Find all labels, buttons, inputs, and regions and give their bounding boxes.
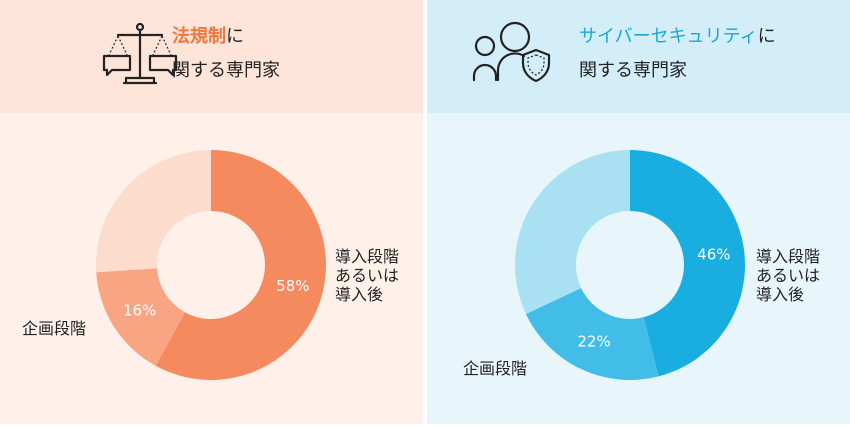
label-post-introduction: 導入段階 あるいは 導入後 (335, 247, 399, 304)
data-label-1: 46% (697, 245, 730, 263)
panel-legal-header: 法規制に 関する専門家 (0, 0, 423, 113)
label-post-line-2: あるいは (335, 266, 400, 285)
donut-chart-cyber: 46% 22% (515, 150, 745, 380)
label-post-line-1: 導入段階 (335, 247, 400, 266)
label-post-line-3: 導入後 (756, 285, 805, 304)
donut-chart-legal: 58% 16% (96, 150, 326, 380)
title-line2: 関する専門家 (172, 60, 280, 81)
data-label-2: 16% (123, 301, 156, 319)
title-suffix: に (757, 26, 776, 47)
label-planning-stage: 企画段階 (22, 319, 87, 338)
label-post-line-3: 導入後 (335, 285, 384, 304)
donut-slice-2 (96, 268, 185, 366)
label-post-line-1: 導入段階 (756, 247, 821, 266)
panel-cyber-header: サイバーセキュリティに 関する専門家 (427, 0, 850, 113)
chart-cyber: 46% 22% 導入段階 あるいは 導入後 企画段階 (427, 113, 850, 424)
data-label-2: 22% (577, 332, 610, 350)
panel-cybersecurity: サイバーセキュリティに 関する専門家 46% 22% 導入段階 あるいは 導入後 … (427, 0, 850, 424)
label-post-introduction: 導入段階 あるいは 導入後 (756, 247, 820, 304)
panel-legal: 法規制に 関する専門家 58% 16% 導入段階 あるいは 導入後 企画段階 (0, 0, 423, 424)
title-suffix: に (226, 26, 244, 47)
panel-legal-title: 法規制に 関する専門家 (172, 20, 280, 88)
people-shield-icon (472, 21, 551, 83)
donut-slice-3 (515, 150, 630, 314)
label-post-line-2: あるいは (756, 266, 821, 285)
label-planning-stage: 企画段階 (463, 359, 528, 378)
title-highlight: サイバーセキュリティ (579, 26, 758, 47)
donut-slice-3 (96, 150, 211, 273)
data-label-1: 58% (276, 277, 309, 295)
scales-speech-bubbles-icon (102, 22, 178, 85)
donut-slice-2 (525, 287, 659, 380)
chart-legal: 58% 16% 導入段階 あるいは 導入後 企画段階 (0, 113, 423, 424)
donut-slice-1 (630, 150, 745, 377)
panel-cyber-title: サイバーセキュリティに 関する専門家 (579, 20, 776, 88)
title-highlight: 法規制 (172, 26, 226, 47)
donut-slice-1 (155, 150, 326, 380)
title-line2: 関する専門家 (579, 60, 687, 81)
